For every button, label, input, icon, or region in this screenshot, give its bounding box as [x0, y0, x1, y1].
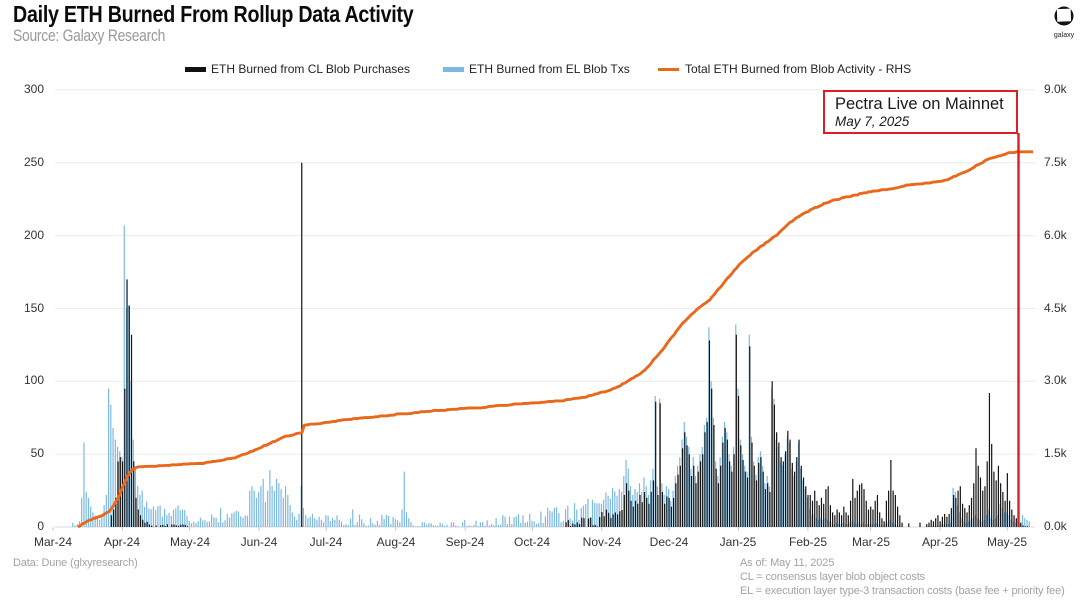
svg-text:galaxy: galaxy: [1054, 32, 1075, 39]
